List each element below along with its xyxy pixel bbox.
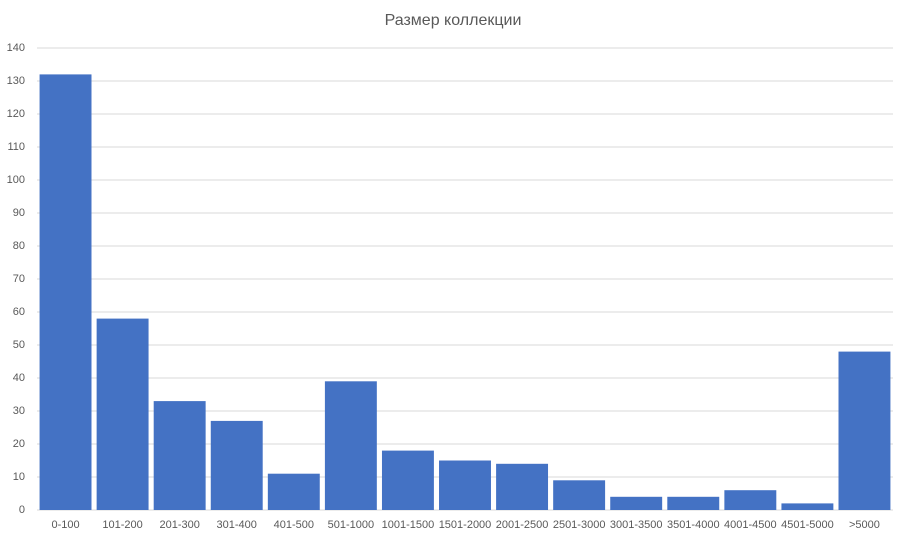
y-tick-label: 90	[13, 207, 25, 219]
bar	[724, 490, 777, 510]
bar	[667, 496, 720, 510]
y-tick-label: 20	[13, 438, 25, 450]
x-tick-label: >5000	[849, 519, 880, 531]
y-tick-label: 60	[13, 306, 25, 318]
y-tick-label: 10	[13, 471, 25, 483]
bar	[838, 351, 891, 510]
y-tick-label: 70	[13, 273, 25, 285]
x-tick-label: 3001-3500	[610, 519, 663, 531]
y-tick-label: 120	[7, 108, 25, 120]
bar	[39, 74, 92, 511]
bar	[267, 473, 320, 510]
y-tick-label: 140	[7, 42, 25, 54]
x-tick-label: 501-1000	[328, 519, 375, 531]
bar	[781, 503, 834, 510]
bar	[553, 480, 606, 510]
bar	[610, 496, 663, 510]
x-tick-label: 201-300	[159, 519, 199, 531]
x-tick-label: 301-400	[217, 519, 257, 531]
y-tick-label: 80	[13, 240, 25, 252]
y-tick-label: 40	[13, 372, 25, 384]
y-tick-label: 30	[13, 405, 25, 417]
bar	[210, 420, 263, 510]
bar	[96, 318, 149, 510]
y-tick-label: 100	[7, 174, 25, 186]
bar	[439, 460, 491, 510]
y-tick-label: 50	[13, 339, 25, 351]
x-tick-label: 4001-4500	[724, 519, 777, 531]
chart-title: Размер коллекции	[385, 12, 522, 29]
x-tick-label: 2001-2500	[496, 519, 549, 531]
bar	[153, 401, 206, 510]
x-tick-label: 2501-3000	[553, 519, 606, 531]
y-tick-label: 110	[7, 141, 25, 153]
x-tick-label: 0-100	[51, 519, 79, 531]
bar	[496, 463, 549, 510]
x-tick-label: 1001-1500	[382, 519, 435, 531]
x-tick-label: 101-200	[102, 519, 142, 531]
bar	[381, 450, 434, 510]
x-tick-label: 3501-4000	[667, 519, 720, 531]
y-tick-label: 130	[7, 75, 25, 87]
x-tick-label: 4501-5000	[781, 519, 834, 531]
y-tick-label: 0	[19, 504, 25, 516]
x-tick-label: 1501-2000	[439, 519, 492, 531]
bar	[324, 381, 377, 510]
x-tick-label: 401-500	[274, 519, 314, 531]
